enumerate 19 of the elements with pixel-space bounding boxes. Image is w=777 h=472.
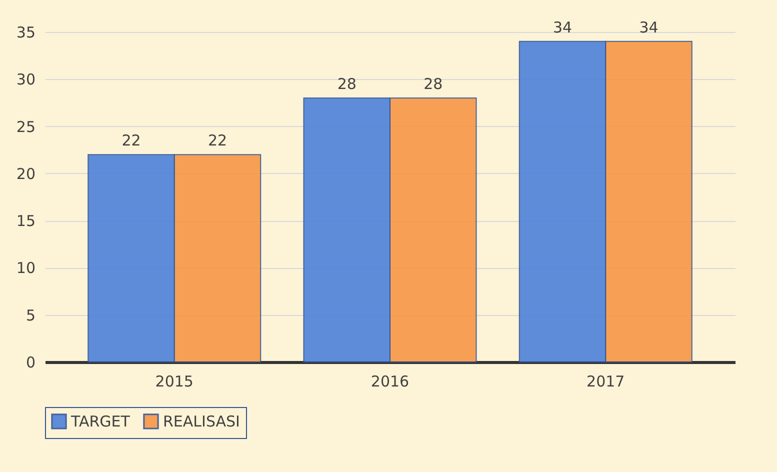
y-tick-label: 30 xyxy=(16,70,36,89)
legend-label: REALISASI xyxy=(163,412,240,430)
data-label: 28 xyxy=(424,75,443,93)
data-label: 28 xyxy=(337,75,356,93)
y-tick-label: 20 xyxy=(16,164,36,183)
x-tick-label: 2017 xyxy=(586,372,625,390)
y-tick-label: 15 xyxy=(16,212,36,230)
data-label: 34 xyxy=(552,18,572,36)
y-tick-label: 25 xyxy=(16,118,36,136)
data-label: 22 xyxy=(122,132,141,150)
y-tick-label: 35 xyxy=(16,24,36,42)
data-label: 34 xyxy=(639,18,658,36)
legend-label: TARGET xyxy=(70,412,131,430)
data-label: 22 xyxy=(208,132,228,150)
x-tick-label: 2015 xyxy=(155,372,194,390)
y-tick-label: 5 xyxy=(26,306,36,324)
y-tick-label: 10 xyxy=(16,259,36,278)
x-tick-label: 2016 xyxy=(370,372,410,390)
y-tick-label: 0 xyxy=(26,354,36,372)
